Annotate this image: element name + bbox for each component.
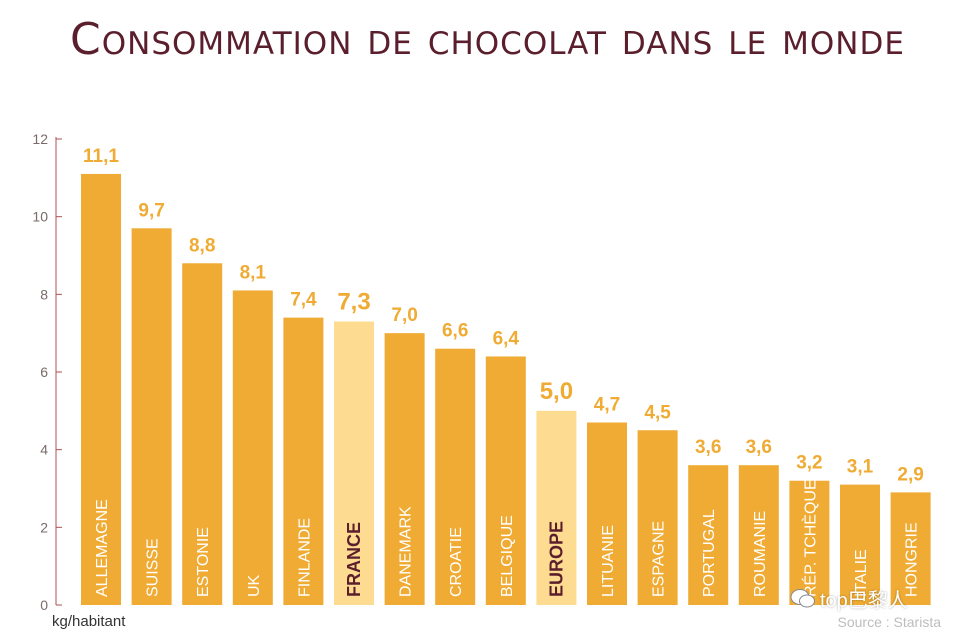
bar (81, 173, 121, 605)
data-label: 8,8 (189, 235, 215, 256)
bar (334, 321, 374, 605)
y-tick-label: 2 (40, 519, 48, 535)
bar-group: 3,1 ITALIE (840, 457, 880, 605)
bar (738, 465, 779, 605)
watermark-text: top巴黎人 (820, 590, 908, 612)
bar-group: 8,1 UK (232, 262, 273, 605)
bar-group: 7,0 DANEMARK (384, 305, 425, 605)
data-label: 5,0 (540, 378, 573, 405)
bar-group: 4,5 ESPAGNE (637, 402, 678, 605)
bar (232, 290, 273, 605)
bar (283, 317, 324, 605)
category-label: DANEMARK (398, 506, 415, 597)
source-credit: Source : Starista (837, 614, 942, 630)
category-label: ALLEMAGNE (94, 499, 111, 597)
category-label: ROUMANIE (752, 511, 769, 597)
bar-group: 3,6 ROUMANIE (738, 437, 779, 605)
data-label: 7,3 (337, 289, 370, 316)
category-label: ITALIE (853, 549, 870, 597)
y-tick-label: 0 (40, 597, 48, 613)
y-axis: 0 2 4 6 8 10 12 (32, 131, 62, 613)
y-tick-label: 4 (40, 442, 48, 458)
data-label: 11,1 (83, 146, 119, 167)
category-label: BELGIQUE (499, 515, 516, 597)
data-label: 3,6 (695, 437, 721, 458)
bar-group: 6,6 CROATIE (435, 321, 476, 605)
bar (688, 465, 729, 605)
bar (384, 333, 425, 605)
bar (435, 348, 476, 605)
data-label: 4,7 (594, 394, 620, 415)
bar (485, 356, 526, 605)
data-label: 3,2 (796, 453, 822, 474)
bar (587, 422, 627, 605)
y-axis-unit: kg/habitant (52, 613, 126, 630)
bar (536, 410, 577, 605)
category-label: LITUANIE (600, 525, 617, 597)
bar-group: 6,4 BELGIQUE (485, 328, 526, 605)
data-label: 3,6 (746, 437, 772, 458)
bar-group: 11,1 ALLEMAGNE (81, 146, 121, 605)
data-label: 3,1 (847, 457, 874, 478)
y-tick-label: 12 (32, 131, 48, 147)
category-label: PORTUGAL (701, 509, 718, 597)
data-label: 6,6 (442, 321, 468, 342)
bar-group: 3,2 RÉP. TCHÈQUE (789, 453, 830, 605)
y-tick-label: 6 (40, 364, 48, 380)
bar-group: 4,7 LITUANIE (587, 394, 627, 605)
data-label: 7,4 (290, 290, 317, 311)
bar (789, 480, 830, 605)
category-label: ESPAGNE (651, 521, 668, 597)
bars: 11,1 ALLEMAGNE 9,7 SUISSE 8,8 ESTONIE 8,1 UK 7,4… (81, 146, 931, 606)
category-label: FRANCE (344, 522, 364, 597)
category-label: RÉP. TCHÈQUE (800, 479, 819, 597)
data-label: 8,1 (240, 262, 267, 283)
bar-group: 9,7 SUISSE (131, 200, 172, 606)
bar (840, 484, 880, 605)
category-label: UK (246, 574, 263, 597)
bar (890, 492, 931, 605)
bar (131, 228, 172, 606)
wechat-icon (790, 588, 815, 607)
category-label: SUISSE (145, 538, 162, 597)
bar-group: 8,8 ESTONIE (182, 235, 223, 605)
bar-group: 2,9 HONGRIE (890, 464, 931, 605)
bar-group: 5,0 EUROPE (536, 378, 577, 605)
data-label: 4,5 (644, 402, 671, 423)
category-label: FINLANDE (296, 518, 313, 597)
bar-group: 3,6 PORTUGAL (688, 437, 729, 605)
y-tick-label: 10 (32, 209, 48, 225)
bar (637, 430, 678, 605)
bar-group: 7,4 FINLANDE (283, 290, 324, 605)
category-label: ESTONIE (195, 527, 212, 597)
data-label: 7,0 (391, 305, 417, 326)
watermark: top巴黎人 (790, 584, 908, 613)
bar (182, 263, 223, 605)
category-label: EUROPE (546, 521, 566, 597)
category-label: CROATIE (448, 527, 465, 597)
data-label: 2,9 (897, 464, 923, 485)
chart-title: Consommation de chocolat dans le monde (70, 14, 905, 65)
data-label: 6,4 (493, 328, 520, 349)
data-label: 9,7 (138, 200, 164, 221)
y-tick-label: 8 (40, 286, 48, 302)
bar-group: 7,3 FRANCE (334, 289, 374, 605)
category-label: HONGRIE (904, 522, 921, 597)
